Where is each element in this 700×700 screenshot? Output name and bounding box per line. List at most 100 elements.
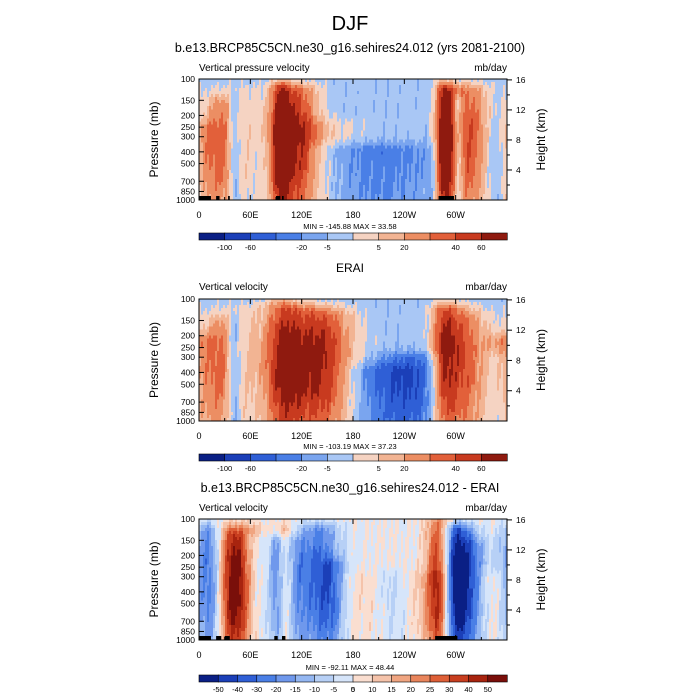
pressure-tick-label: 500 <box>181 379 195 389</box>
colorbar-swatch <box>481 453 508 462</box>
colorbar-swatch <box>275 674 296 683</box>
y-axis-label: Pressure (mb) <box>147 322 161 398</box>
pressure-tick-label: 850 <box>181 626 195 636</box>
contour-field <box>199 79 508 201</box>
height-tick-label: 8 <box>516 135 521 145</box>
x-tick-label: 180 <box>345 431 360 441</box>
colorbar-level-label: -40 <box>232 685 243 694</box>
panel-obs: ERAI Vertical velocity mbar/day 0 60E 120E 180… <box>147 261 548 473</box>
pressure-tick-label: 100 <box>181 514 195 524</box>
colorbar-level-label: 25 <box>426 685 434 694</box>
colorbar-level-label: 40 <box>451 243 459 252</box>
pressure-tick-label: 100 <box>181 74 195 84</box>
height-tick-label: 8 <box>516 355 521 365</box>
pressure-tick-label: 200 <box>181 331 195 341</box>
height-tick-label: 8 <box>516 575 521 585</box>
colorbar-level-label: 40 <box>464 685 472 694</box>
pressure-tick-label: 1000 <box>176 416 195 426</box>
colorbar-swatch <box>198 674 219 683</box>
surface-mask <box>216 196 220 200</box>
height-tick-label: 12 <box>516 325 526 335</box>
colorbar-swatch <box>391 674 412 683</box>
colorbar-level-label: 10 <box>368 685 376 694</box>
panel-units-label: mb/day <box>474 63 507 74</box>
pressure-tick-label: 850 <box>181 186 195 196</box>
colorbar-swatch <box>224 453 251 462</box>
pressure-tick-label: 200 <box>181 550 195 560</box>
colorbar-swatch <box>371 674 393 683</box>
surface-mask <box>216 636 222 640</box>
pressure-tick-label: 400 <box>181 587 195 597</box>
surface-mask <box>281 196 284 200</box>
colorbar-swatch <box>314 674 335 683</box>
colorbar-level-label: -20 <box>271 685 282 694</box>
pressure-tick-label: 700 <box>181 616 195 626</box>
height-tick-label: 12 <box>516 105 526 115</box>
x-tick-label: 60W <box>446 210 465 220</box>
colorbar-level-label: 60 <box>477 243 485 252</box>
colorbar-swatch <box>237 674 258 683</box>
colorbar-level-label: -20 <box>296 243 307 252</box>
pressure-tick-label: 400 <box>181 367 195 377</box>
colorbar-level-label: 60 <box>477 464 485 473</box>
colorbar-swatch <box>275 453 303 462</box>
x-tick-label: 120W <box>393 650 417 660</box>
surface-mask <box>435 636 458 640</box>
y-axis-label: Pressure (mb) <box>147 101 161 177</box>
height-tick-label: 4 <box>516 386 521 396</box>
pressure-tick-label: 1000 <box>176 635 195 645</box>
x-tick-label: 60E <box>242 431 258 441</box>
colorbar-swatch <box>378 453 405 462</box>
y-axis-label-right: Height (km) <box>534 329 548 391</box>
colorbar-swatch <box>455 453 482 462</box>
panel-diff: b.e13.BRCP85C5CN.ne30_g16.sehires24.012 … <box>147 481 548 694</box>
panel-title: b.e13.BRCP85C5CN.ne30_g16.sehires24.012 … <box>175 41 525 55</box>
colorbar-swatch <box>198 453 226 462</box>
x-tick-label: 0 <box>196 431 201 441</box>
colorbar-swatch <box>448 674 470 683</box>
colorbar-level-label: 0 <box>351 685 355 694</box>
colorbar-swatch <box>352 232 380 241</box>
colorbar: -100 -60 -20 -5 5 20 40 60 <box>198 453 508 473</box>
colorbar-swatch <box>301 453 328 462</box>
pressure-tick-label: 150 <box>181 95 195 105</box>
colorbar: -100 -60 -20 -5 5 20 40 60 <box>198 232 508 252</box>
y-axis-label-right: Height (km) <box>534 108 548 170</box>
pressure-tick-label: 700 <box>181 176 195 186</box>
height-tick-label: 12 <box>516 545 526 555</box>
pressure-tick-label: 500 <box>181 599 195 609</box>
x-tick-label: 180 <box>345 650 360 660</box>
colorbar-level-label: 5 <box>377 243 381 252</box>
height-tick-label: 16 <box>516 515 526 525</box>
colorbar-level-label: -60 <box>245 464 256 473</box>
surface-mask <box>228 196 230 200</box>
colorbar-swatch <box>256 674 277 683</box>
min-max-stats: MIN = -103.19 MAX = 37.23 <box>303 442 396 451</box>
colorbar-level-label: -5 <box>324 464 331 473</box>
pressure-tick-label: 250 <box>181 122 195 132</box>
surface-mask <box>224 636 230 640</box>
colorbar-level-label: 5 <box>351 685 355 694</box>
pressure-tick-label: 150 <box>181 315 195 325</box>
colorbar-swatch <box>429 453 457 462</box>
x-tick-label: 120W <box>393 210 417 220</box>
colorbar-swatch <box>294 674 316 683</box>
colorbar-swatch <box>429 232 457 241</box>
height-tick-label: 4 <box>516 605 521 615</box>
colorbar-swatch <box>217 674 239 683</box>
colorbar-level-label: -20 <box>296 464 307 473</box>
pressure-tick-label: 1000 <box>176 195 195 205</box>
colorbar-swatch <box>275 232 303 241</box>
surface-mask <box>199 196 211 200</box>
colorbar-level-label: -100 <box>217 464 232 473</box>
colorbar-swatch <box>333 674 354 683</box>
colorbar-swatch <box>198 232 226 241</box>
colorbar-swatch <box>327 232 354 241</box>
colorbar-swatch <box>455 232 482 241</box>
x-tick-label: 60W <box>446 431 465 441</box>
colorbar-swatch <box>404 232 431 241</box>
pressure-tick-label: 300 <box>181 352 195 362</box>
colorbar-swatch <box>352 453 380 462</box>
colorbar-level-label: -5 <box>324 243 331 252</box>
